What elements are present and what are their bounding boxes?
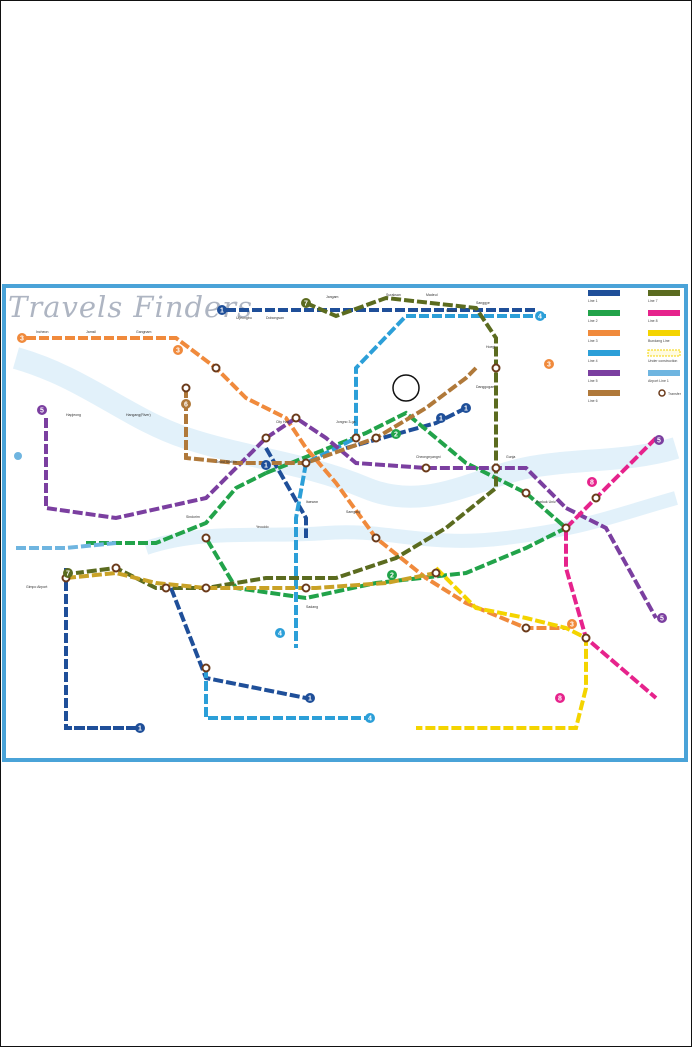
- svg-text:Hangang(River): Hangang(River): [126, 413, 151, 417]
- svg-text:5: 5: [657, 438, 661, 445]
- svg-text:Line 1: Line 1: [588, 299, 598, 303]
- line-bundang: [416, 566, 588, 730]
- svg-text:Sadang: Sadang: [306, 605, 318, 609]
- svg-text:1: 1: [138, 726, 142, 733]
- svg-text:Suraksan: Suraksan: [386, 293, 401, 297]
- svg-text:Gangnam: Gangnam: [136, 330, 151, 334]
- line-airport: [16, 541, 117, 550]
- svg-text:Seoul Station: Seoul Station: [216, 460, 237, 464]
- transfer-stations: [61, 363, 601, 673]
- svg-text:Line 8: Line 8: [648, 319, 658, 323]
- svg-text:Nowon: Nowon: [446, 309, 457, 313]
- svg-text:Transfer: Transfer: [668, 392, 682, 396]
- subway-map[interactable]: 1 7 4 3 3 6 3 5 1 1 2 1 5 8 7 2 4 1 3 8 …: [6, 288, 684, 758]
- svg-text:Sanggye: Sanggye: [476, 301, 490, 305]
- svg-text:Airport Line 1: Airport Line 1: [648, 379, 669, 383]
- svg-text:Jangam: Jangam: [326, 295, 339, 299]
- svg-text:Dobongsan: Dobongsan: [266, 316, 284, 320]
- svg-text:2: 2: [390, 573, 394, 580]
- badge-2: 2: [394, 432, 398, 439]
- svg-text:4: 4: [278, 631, 282, 638]
- svg-text:Line 6: Line 6: [588, 399, 598, 403]
- svg-text:Konkuk Univ.: Konkuk Univ.: [536, 500, 556, 504]
- line-1: [64, 308, 536, 730]
- svg-text:Hapjeong: Hapjeong: [66, 413, 81, 417]
- svg-text:1: 1: [439, 416, 443, 423]
- watermark-logo: Travels Finders: [8, 290, 253, 324]
- badge-1: 1: [220, 308, 224, 315]
- svg-text:Line 3: Line 3: [588, 339, 598, 343]
- svg-text:1: 1: [308, 696, 312, 703]
- svg-text:Jongno 3-ga: Jongno 3-ga: [336, 420, 356, 424]
- svg-text:3: 3: [547, 362, 551, 369]
- han-river: [12, 347, 680, 508]
- station-label: Uijeongbu: [236, 316, 252, 320]
- svg-text:1: 1: [464, 406, 468, 413]
- svg-text:Gunja: Gunja: [506, 455, 515, 459]
- badge-7: 7: [304, 301, 308, 308]
- svg-text:7: 7: [66, 571, 70, 578]
- legend: Line 1 Line 7 Line 2 Line 8 Line 3 Bunda…: [588, 290, 682, 403]
- svg-text:4: 4: [368, 716, 372, 723]
- svg-text:3: 3: [176, 348, 180, 355]
- svg-text:Cheongnyangni: Cheongnyangni: [416, 455, 441, 459]
- badge-4: 4: [538, 314, 542, 321]
- svg-text:Line 5: Line 5: [588, 379, 598, 383]
- badge-8: 8: [590, 480, 594, 487]
- station-labels: Uijeongbu Dobongsan Jangam Suraksan Made…: [26, 293, 556, 609]
- highlight-ring: [392, 374, 420, 402]
- svg-text:Incheon: Incheon: [36, 330, 49, 334]
- line-9: [65, 570, 437, 590]
- svg-text:Jamsil: Jamsil: [86, 330, 96, 334]
- svg-text:5: 5: [660, 616, 664, 623]
- badge-5: 5: [40, 408, 44, 415]
- svg-text:Sindorim: Sindorim: [186, 515, 200, 519]
- badge-3: 3: [20, 336, 24, 343]
- svg-text:Line 4: Line 4: [588, 359, 598, 363]
- svg-text:3: 3: [570, 622, 574, 629]
- svg-text:Gimpo Airport: Gimpo Airport: [26, 585, 47, 589]
- svg-text:Under construction: Under construction: [648, 359, 677, 363]
- svg-text:1: 1: [264, 463, 268, 470]
- svg-text:8: 8: [558, 696, 562, 703]
- svg-text:Samgakji: Samgakji: [346, 510, 361, 514]
- line-badges: 1 7 4 3 3 6 3 5 1 1 2 1 5 8 7 2 4 1 3 8 …: [14, 298, 667, 733]
- svg-text:Madeul: Madeul: [426, 293, 438, 297]
- line-8: [564, 436, 658, 700]
- svg-text:Line 2: Line 2: [588, 319, 598, 323]
- svg-text:Hoegi: Hoegi: [486, 345, 495, 349]
- line-4: [204, 314, 546, 720]
- svg-text:Itaewon: Itaewon: [306, 500, 318, 504]
- svg-text:City Hall: City Hall: [276, 420, 289, 424]
- svg-text:Bundang Line: Bundang Line: [648, 339, 670, 343]
- svg-text:Line 7: Line 7: [648, 299, 658, 303]
- line-6: [184, 366, 478, 465]
- badge-6: 6: [184, 402, 188, 409]
- svg-text:Yeouido: Yeouido: [256, 525, 269, 529]
- svg-text:Danggogae: Danggogae: [476, 385, 494, 389]
